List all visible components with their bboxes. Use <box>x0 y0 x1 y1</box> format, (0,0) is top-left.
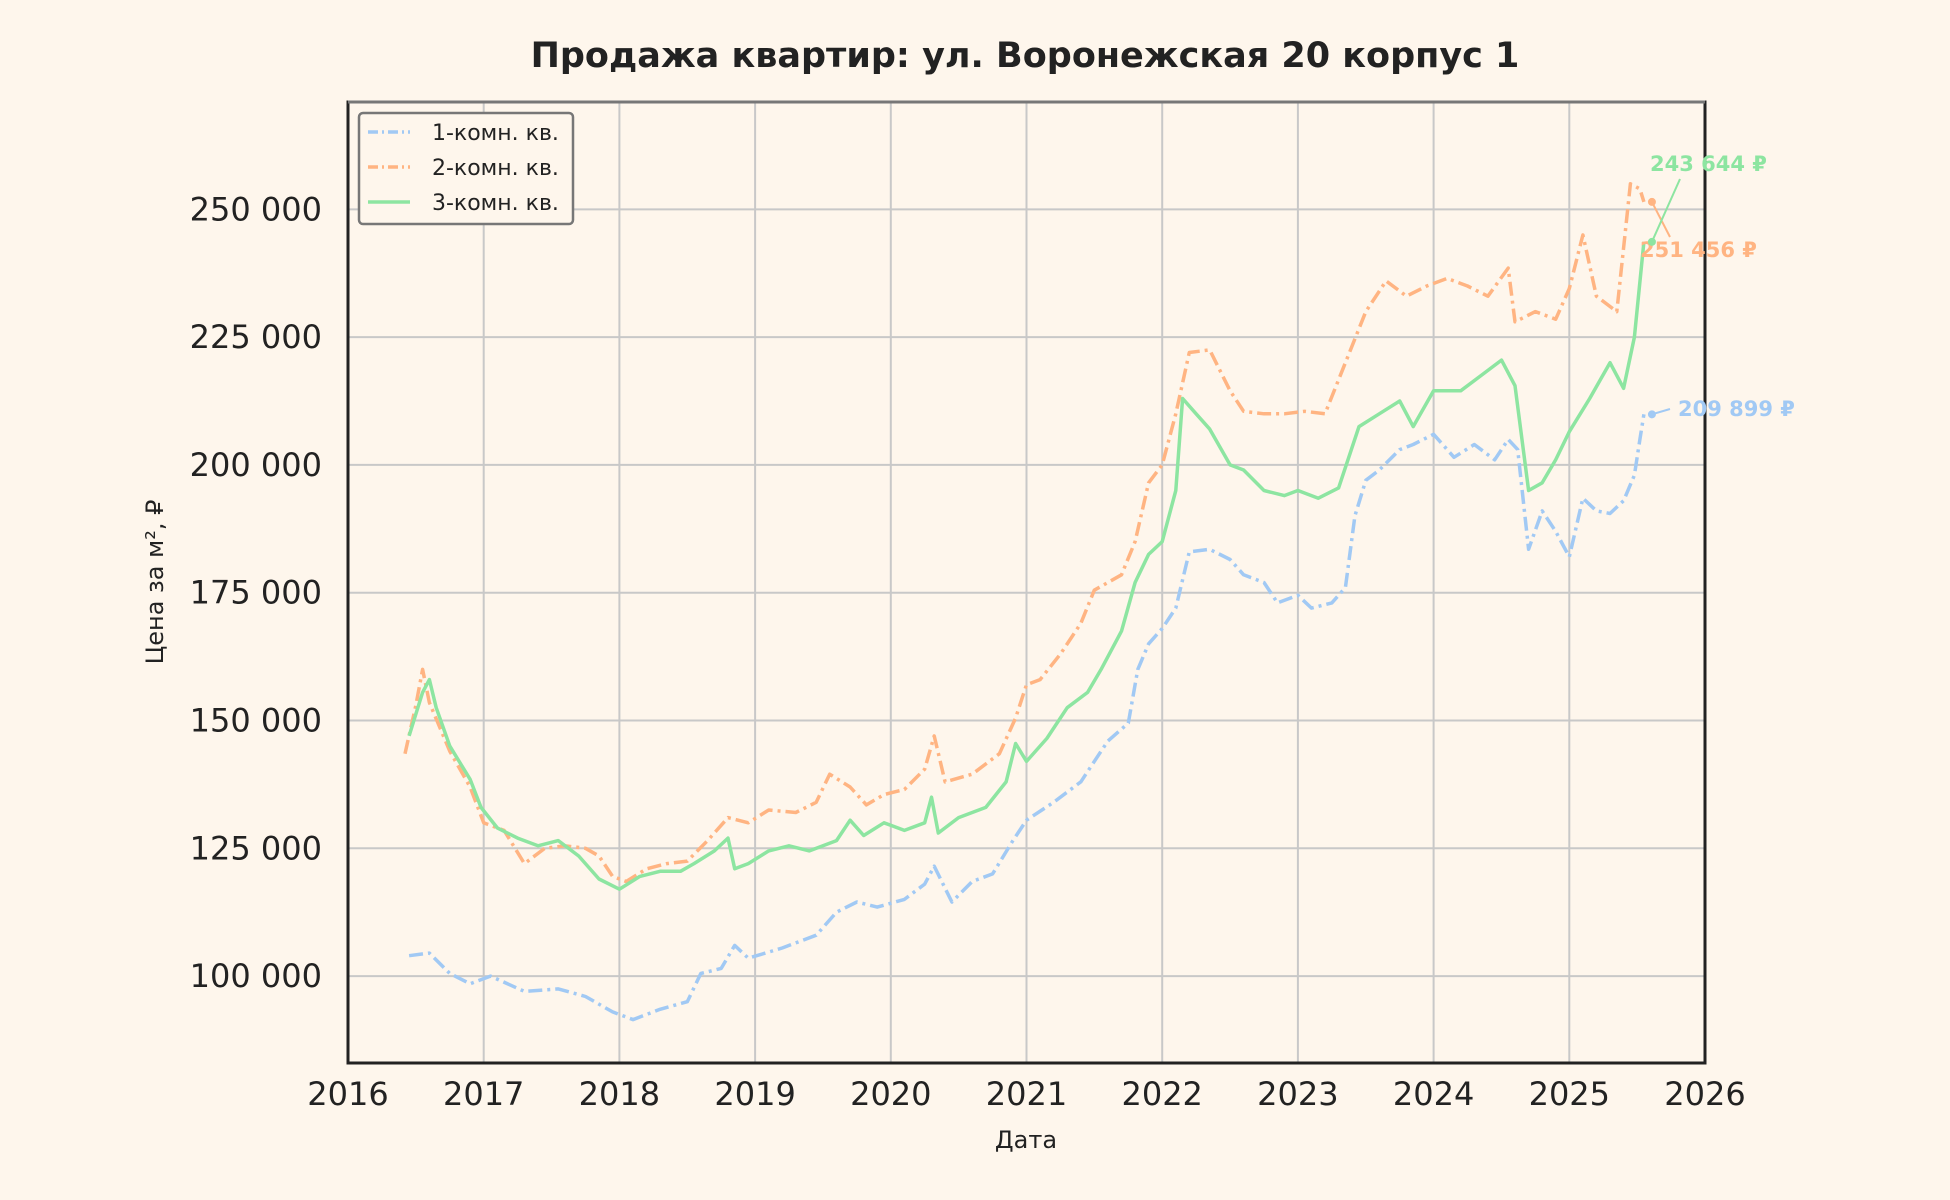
y-axis-label: Цена за м², ₽ <box>141 500 169 665</box>
x-tick-label: 2017 <box>443 1075 524 1113</box>
end-value-label-1: 209 899 ₽ <box>1678 397 1795 421</box>
annotation-arrow-3 <box>1651 178 1681 243</box>
legend-label-1: 1-комн. кв. <box>432 121 559 146</box>
y-tick-label: 100 000 <box>190 957 322 995</box>
legend-label-3: 3-комн. кв. <box>432 191 559 216</box>
y-tick-label: 200 000 <box>190 446 322 484</box>
x-tick-label: 2022 <box>1121 1075 1202 1113</box>
annotation-arrowhead-3 <box>1647 237 1656 246</box>
series-line-1 <box>408 414 1646 1022</box>
x-tick-label: 2023 <box>1257 1075 1338 1113</box>
end-annotations: 209 899 ₽ 251 456 ₽ 243 644 ₽ <box>1640 152 1795 421</box>
y-tick-label: 250 000 <box>190 190 322 228</box>
x-tick-label: 2019 <box>714 1075 795 1113</box>
y-tick-label: 225 000 <box>190 318 322 356</box>
series-line-3 <box>407 241 1646 891</box>
x-tick-label: 2026 <box>1664 1075 1745 1113</box>
x-tick-label: 2016 <box>307 1075 388 1113</box>
annotation-arrowhead-2 <box>1647 197 1656 206</box>
grid <box>347 102 1706 1063</box>
end-value-label-3: 243 644 ₽ <box>1650 152 1767 176</box>
annotation-arrowhead-1 <box>1647 410 1656 419</box>
legend-box <box>357 111 575 226</box>
chart-title: Продажа квартир: ул. Воронежская 20 корп… <box>531 36 1520 76</box>
x-tick-label: 2024 <box>1393 1075 1474 1113</box>
x-axis-label: Дата <box>995 1126 1057 1154</box>
x-tick-label: 2020 <box>850 1075 931 1113</box>
legend: 1-комн. кв. 2-комн. кв. 3-комн. кв. <box>357 111 575 226</box>
x-tick-label: 2018 <box>579 1075 660 1113</box>
y-tick-label: 125 000 <box>190 829 322 867</box>
series-layer <box>403 182 1646 1022</box>
x-tick-labels: 2016 2017 2018 2019 2020 2021 2022 2023 2024 2025… <box>307 1075 1745 1113</box>
series-line-2 <box>403 182 1646 884</box>
y-tick-label: 150 000 <box>190 702 322 740</box>
end-value-label-2: 251 456 ₽ <box>1640 238 1757 262</box>
y-tick-label: 175 000 <box>190 574 322 612</box>
x-tick-label: 2021 <box>986 1075 1067 1113</box>
x-tick-label: 2025 <box>1529 1075 1610 1113</box>
y-tick-labels: 100 000 125 000 150 000 175 000 200 000 225 0… <box>190 190 322 995</box>
legend-label-2: 2-комн. кв. <box>432 156 559 181</box>
